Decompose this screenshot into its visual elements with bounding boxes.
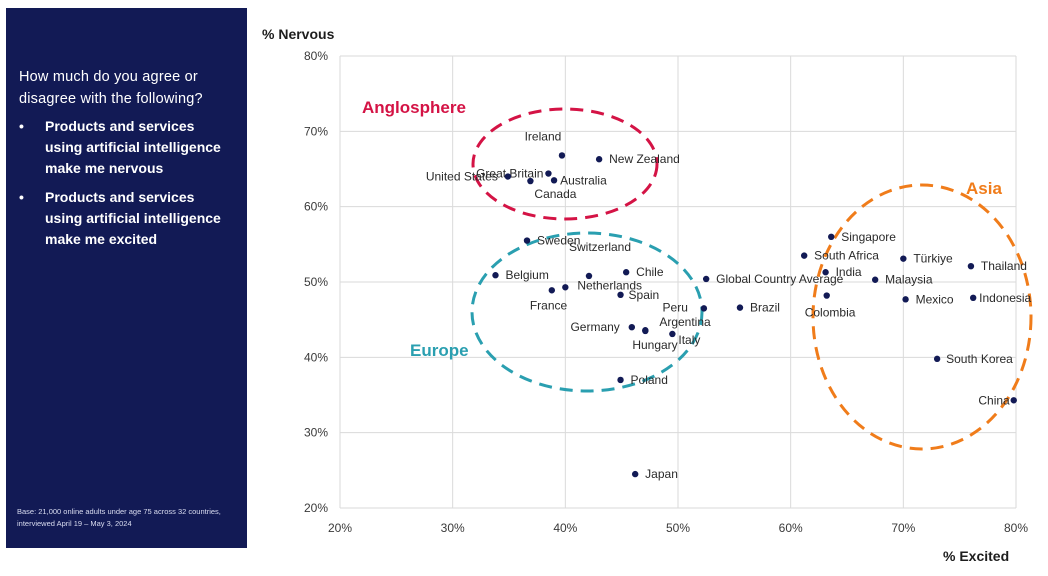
x-tick-label: 60% <box>779 521 803 535</box>
x-tick-label: 70% <box>891 521 915 535</box>
point-label-sweden: Sweden <box>537 234 580 248</box>
data-point-global-country-average <box>702 275 710 283</box>
anglosphere-group-ellipse <box>471 107 659 221</box>
point-label-netherlands: Netherlands <box>577 278 642 292</box>
base-footnote: Base: 21,000 online adults under age 75 … <box>17 507 221 528</box>
data-point-south-africa <box>800 252 808 259</box>
x-axis-title: % Excited <box>943 548 1010 564</box>
data-point-colombia <box>823 292 830 299</box>
point-label-global-country-average: Global Country Average <box>716 272 844 286</box>
point-label-germany: Germany <box>570 320 619 334</box>
data-point-singapore <box>828 233 835 240</box>
point-label-ireland: Ireland <box>525 129 562 143</box>
data-point-great-britain <box>545 170 552 177</box>
x-tick-label: 80% <box>1004 521 1028 535</box>
question-panel: How much do you agree or disagree with t… <box>6 8 247 548</box>
data-point-spain <box>617 291 624 299</box>
statement-nervous: Products and services using artificial i… <box>19 116 229 179</box>
point-label-peru: Peru <box>663 300 688 314</box>
data-point-chile <box>622 269 630 276</box>
point-label-colombia: Colombia <box>805 306 856 320</box>
point-label-italy: Italy <box>678 333 700 347</box>
data-point-mexico <box>902 296 909 303</box>
point-label-spain: Spain <box>629 288 660 302</box>
asia-group-ellipse <box>811 183 1033 451</box>
x-tick-label: 40% <box>553 521 577 535</box>
x-tick-label: 20% <box>328 521 352 535</box>
data-point-china <box>1010 397 1017 404</box>
data-point-poland <box>617 376 624 384</box>
data-point-italy <box>669 330 676 338</box>
data-point-hungary <box>642 327 649 335</box>
point-label-france: France <box>530 298 568 312</box>
y-tick-label: 50% <box>304 275 328 289</box>
point-label-hungary: Hungary <box>632 338 677 352</box>
data-point-sweden <box>523 237 531 244</box>
data-point-brazil <box>736 304 744 311</box>
survey-question: How much do you agree or disagree with t… <box>19 69 203 107</box>
data-point-peru <box>700 305 708 312</box>
point-label-singapore: Singapore <box>841 230 896 244</box>
point-label-great-britain: Great Britain <box>476 167 543 181</box>
asia-group-label: Asia <box>966 179 1002 198</box>
data-point-ireland <box>558 152 566 159</box>
data-point-t-rkiye <box>900 255 907 262</box>
data-point-germany <box>628 324 636 331</box>
point-label-thailand: Thailand <box>981 259 1027 273</box>
data-point-malaysia <box>871 276 879 283</box>
europe-group-ellipse <box>470 231 704 393</box>
point-label-malaysia: Malaysia <box>885 273 933 287</box>
point-label-poland: Poland <box>631 373 668 387</box>
data-point-thailand <box>967 262 975 270</box>
point-label-new-zealand: New Zealand <box>609 152 680 166</box>
europe-group-label: Europe <box>410 341 469 360</box>
data-point-indonesia <box>969 294 977 302</box>
data-point-netherlands <box>562 284 569 291</box>
point-label-argentina: Argentina <box>659 315 711 329</box>
anglosphere-group-label: Anglosphere <box>362 98 466 117</box>
statement-list: Products and services using artificial i… <box>19 116 229 250</box>
y-tick-label: 60% <box>304 200 328 214</box>
y-tick-label: 20% <box>304 501 328 515</box>
point-label-canada: Canada <box>534 187 576 201</box>
point-label-mexico: Mexico <box>916 292 954 306</box>
x-tick-label: 50% <box>666 521 690 535</box>
y-tick-label: 40% <box>304 350 328 364</box>
x-tick-label: 30% <box>441 521 465 535</box>
data-point-belgium <box>492 272 499 279</box>
point-label-south-korea: South Korea <box>946 352 1013 366</box>
data-point-united-states <box>504 173 512 180</box>
statement-excited: Products and services using artificial i… <box>19 187 229 250</box>
data-point-switzerland <box>585 272 593 280</box>
point-label-china: China <box>978 393 1010 407</box>
y-axis-title: % Nervous <box>262 26 335 42</box>
point-label-india: India <box>836 265 862 279</box>
data-point-india <box>822 269 829 276</box>
data-point-canada <box>527 177 534 185</box>
point-label-indonesia: Indonesia <box>979 291 1031 305</box>
data-point-japan <box>631 470 639 478</box>
point-label-australia: Australia <box>560 173 607 187</box>
point-label-t-rkiye: Türkiye <box>913 252 953 266</box>
data-point-france <box>548 287 556 294</box>
point-label-chile: Chile <box>636 265 664 279</box>
point-label-brazil: Brazil <box>750 301 780 315</box>
y-tick-label: 80% <box>304 49 328 63</box>
y-tick-label: 70% <box>304 124 328 138</box>
data-point-australia <box>550 177 558 184</box>
point-label-belgium: Belgium <box>505 268 548 282</box>
data-point-south-korea <box>933 355 941 363</box>
point-label-south-africa: South Africa <box>814 249 879 263</box>
point-label-united-states: United States <box>426 170 498 184</box>
point-label-japan: Japan <box>645 467 678 481</box>
data-point-new-zealand <box>595 156 603 163</box>
y-tick-label: 30% <box>304 426 328 440</box>
point-label-switzerland: Switzerland <box>569 240 631 254</box>
